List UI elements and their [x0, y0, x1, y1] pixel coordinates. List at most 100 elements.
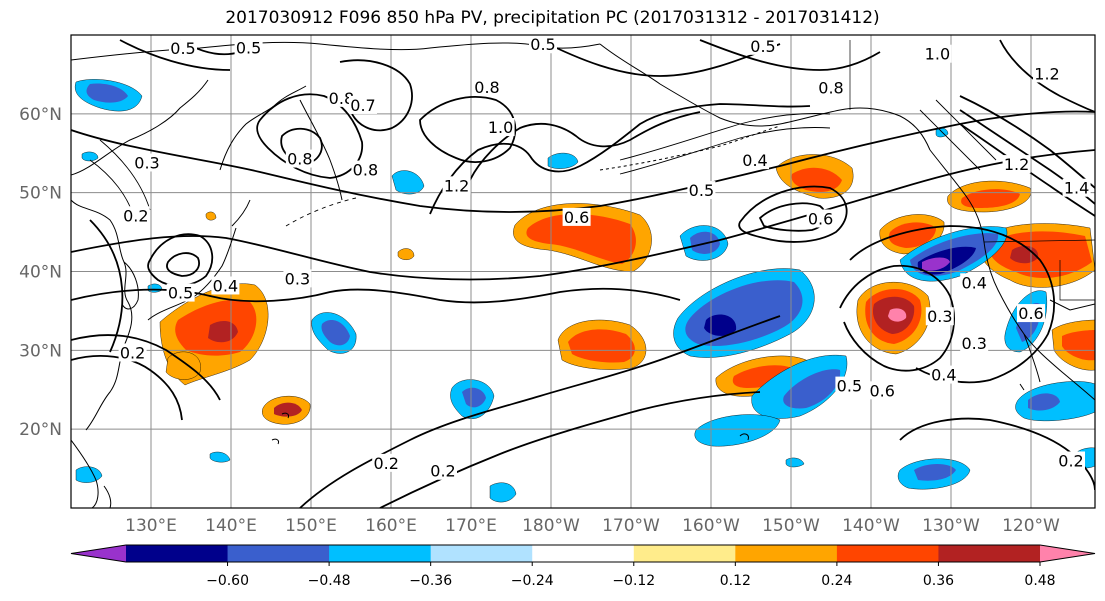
latitude-label: 20°N: [19, 420, 62, 440]
pv-contour-thin: [619, 113, 831, 175]
contour-label: 0.5: [236, 38, 261, 57]
contour-label: 0.8: [353, 161, 378, 180]
pv-contour: [89, 219, 124, 353]
contour-label-bg: [1062, 178, 1091, 197]
colorbar-tick-label: 0.12: [720, 573, 751, 589]
pv-contour: [469, 111, 701, 181]
colorbar-outline: [70, 544, 1096, 563]
contour-label-group: 0.3: [925, 307, 954, 326]
pv-contour: [419, 96, 517, 163]
contour-label: 0.5: [837, 377, 862, 396]
contour-label-bg: [121, 206, 150, 225]
latitude-label: 60°N: [19, 105, 62, 125]
contour-label-bg: [1057, 451, 1085, 470]
negative-precip-patch: [783, 369, 841, 409]
contour-label-bg: [741, 151, 769, 170]
longitude-label: 160°E: [365, 516, 417, 536]
contour-label-group: 0.8: [473, 77, 501, 97]
negative-precip-patch: [86, 83, 128, 103]
positive-precip-patch: [526, 214, 636, 264]
contour-label-bg: [372, 453, 401, 472]
contour-label: 1.0: [488, 118, 513, 137]
colorbar-segment: [329, 545, 432, 562]
negative-precip-patch: [914, 464, 956, 481]
colorbar-segment: [735, 545, 838, 562]
contour-label-group: 0.2: [1057, 451, 1085, 470]
contour-labels: 0.5 0.5 0.5 0.5 1.01.20.80.70.8 0.81.00.80.81…: [118, 35, 1091, 481]
contour-label-group: 0.6: [868, 381, 897, 400]
negative-precip-patch: [547, 152, 579, 169]
contour-label-bg: [327, 88, 356, 107]
contour-label-bg: [169, 39, 197, 58]
contour-label: 0.6: [564, 208, 589, 227]
contour-label: 1.4: [1064, 179, 1089, 198]
pv-contour: [899, 417, 1095, 491]
positive-precip-patch: [568, 329, 635, 363]
contour-label-bg: [806, 209, 835, 228]
contour-label-bg: [429, 461, 457, 480]
longitude-label: 130°E: [125, 516, 177, 536]
pv-contour: [166, 252, 200, 277]
contour-label-group: 0.3: [133, 153, 161, 172]
latitude-label: 30°N: [19, 341, 62, 361]
contour-label-bg: [817, 78, 845, 97]
coastline-baja: [1023, 299, 1095, 383]
pv-contour: [71, 334, 221, 401]
contour-label-bg: [929, 365, 958, 384]
contour-label-group: 0.3: [960, 334, 989, 353]
contour-label-bg: [118, 343, 147, 362]
contour-label: 0.8: [474, 78, 499, 97]
negative-precip-patch: [489, 482, 517, 503]
latitude-label: 50°N: [19, 184, 62, 204]
colorbar-tick-label: −0.36: [409, 573, 452, 589]
pv-contour: [71, 149, 1095, 281]
contour-label-group: 0.5: [749, 36, 777, 56]
map-title: 2017030912 F096 850 hPa PV, precipitatio…: [225, 8, 880, 28]
contour-label: 0.5: [168, 284, 193, 303]
contour-label-bg: [868, 381, 897, 400]
colorbar-segment: [227, 545, 330, 562]
contour-label-group: 0.8: [327, 88, 356, 108]
contour-label-bg: [1002, 155, 1031, 174]
contour-label-group: 0.2: [121, 206, 150, 225]
colorbar-extend-max: [1040, 545, 1095, 562]
contour-label-bg: [529, 35, 557, 54]
contour-label-group: 0.8: [351, 160, 380, 180]
positive-precip-patch: [397, 248, 415, 260]
pv-contour: [429, 103, 811, 215]
pv-contour: [147, 233, 214, 287]
pv-contour: [71, 110, 1095, 213]
contour-label: 0.5: [689, 181, 714, 200]
contour-label-bg: [349, 95, 377, 114]
contour-label-group: 0.2: [372, 453, 401, 473]
negative-precip-patch: [462, 387, 486, 408]
contour-label-group: 0.6: [1017, 304, 1045, 323]
longitude-label: 150°E: [285, 516, 337, 536]
longitude-label: 160°W: [682, 516, 740, 536]
contour-label-bg: [749, 36, 777, 55]
contour-label-group: 0.4: [960, 273, 989, 292]
longitude-label: 120°W: [1002, 516, 1060, 536]
positive-precip-patch: [205, 211, 217, 221]
contour-label: 0.6: [869, 381, 894, 400]
contour-label-group: 0.8: [817, 78, 845, 98]
pv-contours: [71, 39, 1095, 508]
contour-label-group: 0.5: [529, 35, 557, 54]
pv-contour: [71, 355, 183, 421]
contour-label: 0.4: [742, 151, 767, 170]
contour-label: 1.2: [1034, 64, 1059, 83]
contour-label: 0.8: [287, 150, 312, 169]
pv-contour: [849, 225, 1056, 384]
contour-label-group: 0.2: [118, 343, 147, 362]
contour-label-group: 0.8: [285, 149, 314, 169]
contour-label-bg: [166, 283, 195, 302]
contour-label: 0.2: [123, 206, 148, 225]
contour-label: 0.3: [927, 307, 952, 326]
contour-label-bg: [687, 181, 716, 200]
latitude-label: 40°N: [19, 263, 62, 283]
contour-label-bg: [960, 334, 989, 353]
contour-label-bg: [925, 307, 954, 326]
contour-label-group: 1.2: [1002, 155, 1031, 174]
latitude-labels: 60°N 50°N 40°N 30°N 20°N: [19, 105, 62, 440]
